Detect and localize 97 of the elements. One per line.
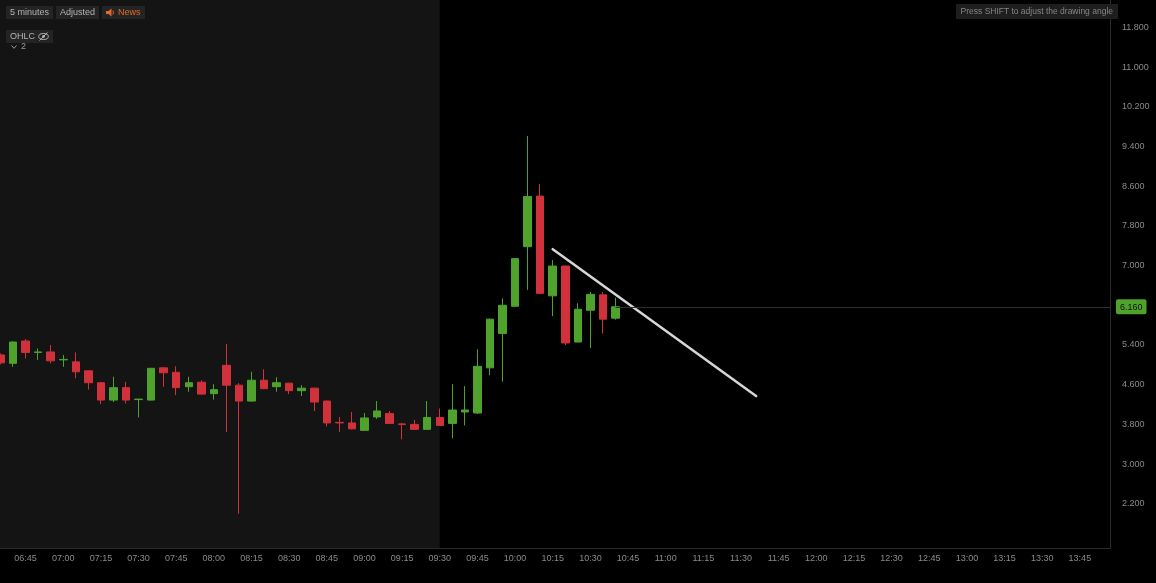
x-tick-label: 12:00 xyxy=(805,552,828,563)
y-tick-label: 9.400 xyxy=(1122,140,1145,151)
x-tick-label: 13:00 xyxy=(955,552,979,563)
candlestick xyxy=(134,398,143,418)
candlestick xyxy=(436,408,444,427)
annotation: News xyxy=(118,6,141,19)
x-tick-label: 10:45 xyxy=(616,552,640,563)
x-tick-label: 10:00 xyxy=(503,552,527,563)
candlestick xyxy=(536,183,544,295)
candlestick xyxy=(461,385,469,426)
candlestick xyxy=(473,348,482,415)
candlestick xyxy=(586,291,595,349)
candlestick xyxy=(260,368,268,390)
candlestick xyxy=(297,384,306,397)
candlestick xyxy=(72,351,80,379)
annotation: 2 xyxy=(21,41,27,52)
candlestick xyxy=(272,376,281,393)
candlestick xyxy=(109,376,118,403)
y-tick-label: 2.200 xyxy=(1122,498,1145,509)
x-tick-label: 09:00 xyxy=(353,552,376,563)
y-tick-label: 11.800 xyxy=(1122,21,1149,32)
y-tick-label: 4.600 xyxy=(1122,379,1145,390)
annotation: Press SHIFT to adjust the drawing angle xyxy=(960,6,1113,16)
candlestick xyxy=(548,259,557,317)
x-tick-label: 11:15 xyxy=(692,552,715,563)
candlestick xyxy=(511,258,519,308)
x-tick-label: 07:15 xyxy=(89,552,113,563)
candlestick xyxy=(611,297,620,321)
x-tick-label: 09:15 xyxy=(390,552,414,563)
candlestick xyxy=(385,410,394,425)
candlestick xyxy=(122,381,130,405)
x-tick-label: 12:45 xyxy=(918,552,941,563)
x-tick-label: 09:45 xyxy=(466,552,489,563)
x-tick-label: 13:30 xyxy=(1030,552,1054,563)
x-tick-label: 12:15 xyxy=(842,552,866,563)
annotation: 5 minutes xyxy=(10,6,50,19)
candlestick xyxy=(285,382,293,395)
candlestick xyxy=(410,419,419,431)
candlestick xyxy=(222,343,231,433)
x-tick-label: 12:30 xyxy=(880,552,903,563)
x-tick-label: 13:15 xyxy=(993,552,1016,563)
candlestick xyxy=(147,367,155,402)
y-tick-label: 11.000 xyxy=(1122,61,1149,72)
x-tick-label: 06:45 xyxy=(14,552,37,563)
x-tick-label: 11:45 xyxy=(767,552,790,563)
candlestick xyxy=(448,383,457,439)
candlestick xyxy=(599,291,607,335)
candlestick xyxy=(398,422,406,440)
candlestick xyxy=(574,302,582,343)
candlestick xyxy=(373,400,381,420)
candlestick xyxy=(185,376,193,393)
y-tick-label: 5.400 xyxy=(1122,339,1145,350)
ref-line-label: 6.160 xyxy=(1120,301,1143,312)
x-tick-label: 11:30 xyxy=(730,552,752,563)
candlestick xyxy=(172,365,180,396)
candlestick xyxy=(323,400,331,427)
x-tick-label: 07:30 xyxy=(127,552,150,563)
candlestick xyxy=(97,381,105,405)
candlestick xyxy=(21,338,30,359)
x-tick-label: 08:45 xyxy=(315,552,339,563)
annotation: Adjusted xyxy=(60,6,96,19)
x-tick-label: 07:00 xyxy=(51,552,75,563)
y-tick-label: 10.200 xyxy=(1122,101,1150,112)
candlestick xyxy=(159,367,168,388)
candlestick xyxy=(348,411,356,430)
candlestick xyxy=(197,379,206,396)
x-tick-label: 08:15 xyxy=(240,552,263,563)
x-tick-label: 07:45 xyxy=(164,552,188,563)
candlestick xyxy=(360,412,369,431)
x-tick-label: 10:15 xyxy=(541,552,565,563)
x-tick-label: 11:00 xyxy=(654,552,677,563)
candlestick xyxy=(523,135,532,291)
candlestick xyxy=(310,387,319,412)
x-tick-label: 08:00 xyxy=(202,552,226,563)
candlestick xyxy=(423,400,431,431)
x-tick-label: 09:30 xyxy=(428,552,452,563)
candlestick xyxy=(486,318,494,376)
x-tick-label: 08:30 xyxy=(277,552,301,563)
candlestick xyxy=(561,265,570,346)
y-tick-label: 7.800 xyxy=(1122,220,1145,231)
candlestick xyxy=(84,369,93,391)
x-tick-label: 13:45 xyxy=(1068,552,1092,563)
candlestick xyxy=(235,382,243,515)
candlestick xyxy=(59,354,68,368)
annotation: OHLC xyxy=(10,30,36,43)
y-tick-label: 7.000 xyxy=(1122,260,1145,271)
y-tick-label: 3.000 xyxy=(1122,458,1145,469)
candlestick xyxy=(498,297,507,383)
candlestick xyxy=(34,347,42,361)
y-tick-label: 8.600 xyxy=(1122,180,1145,191)
x-tick-label: 10:30 xyxy=(579,552,602,563)
candlestick xyxy=(247,371,256,403)
candlestick xyxy=(46,344,55,364)
candlestick xyxy=(9,341,17,368)
candlestick xyxy=(210,383,218,401)
candlestick xyxy=(335,416,344,433)
y-tick-label: 3.800 xyxy=(1122,418,1145,429)
